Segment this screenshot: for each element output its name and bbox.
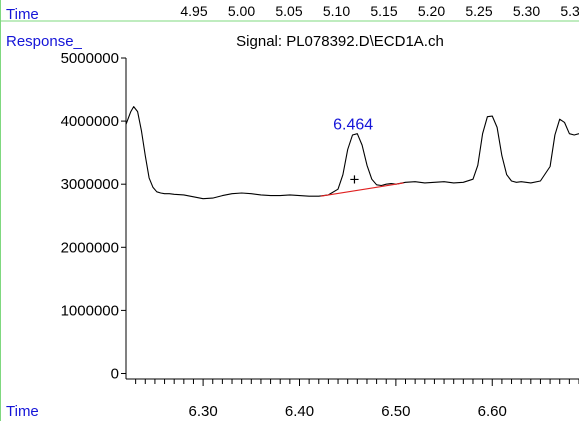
header-time-tick: 5.05 <box>275 3 302 19</box>
plot-area: +6.464 <box>125 106 579 200</box>
x-axis-ticks: 6.30 6.40 6.50 6.60 <box>135 379 579 420</box>
header-time-tick: 5.10 <box>323 3 350 19</box>
x-tick-label: 6.30 <box>189 403 218 420</box>
signal-label: Signal: PL078392.D\ECD1A.ch <box>236 33 444 50</box>
header-time-tick: 5.00 <box>228 3 255 19</box>
signal-trace <box>125 106 579 200</box>
y-tick-label: 3000000 <box>61 176 119 193</box>
y-tick-label: 5000000 <box>61 50 119 67</box>
response-label: Response_ <box>6 33 83 50</box>
peak-baseline-segment <box>320 182 404 197</box>
x-tick-label: 6.60 <box>478 403 507 420</box>
header-time-tick: 5.15 <box>370 3 397 19</box>
y-tick-label: 1000000 <box>61 302 119 319</box>
header-time-label: Time <box>6 6 39 23</box>
header-time-tick: 5.25 <box>465 3 492 19</box>
header-time-tick: 5.30 <box>513 3 540 19</box>
peak-label: 6.464 <box>333 116 373 133</box>
peak-marker: + <box>349 170 359 189</box>
y-tick-label: 2000000 <box>61 239 119 256</box>
header-time-tick: 4.95 <box>180 3 207 19</box>
x-tick-label: 6.40 <box>285 403 314 420</box>
header-time-tick: 5.35 <box>560 3 579 19</box>
header-time-ticks: 4.95 5.00 5.05 5.10 5.15 5.20 5.25 5.30 5.35 <box>180 3 579 19</box>
x-tick-label: 6.50 <box>381 403 410 420</box>
y-axis-ticks: 0 1000000 2000000 3000000 4000000 5000000 <box>61 50 126 383</box>
y-tick-label: 4000000 <box>61 113 119 130</box>
header-time-tick: 5.20 <box>418 3 445 19</box>
bottom-time-label: Time <box>6 403 39 420</box>
y-tick-label: 0 <box>111 366 119 383</box>
